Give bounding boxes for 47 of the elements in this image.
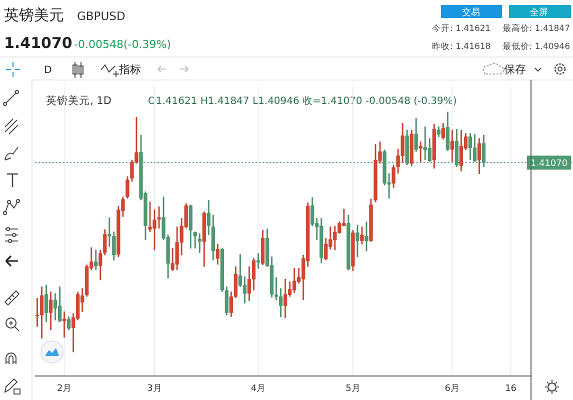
candlestick [410, 130, 414, 166]
text: 今开: 1.41621 [432, 23, 491, 34]
candlestick [284, 278, 288, 318]
candlestick [364, 221, 368, 252]
candlestick [256, 253, 260, 268]
candlestick [360, 226, 364, 244]
x-tick-label: 3月 [147, 384, 162, 394]
text: O1.41621 H1.41847 L1.40946 收=1.41070 -0.00548 (-0.39%) [148, 96, 457, 107]
candlestick [351, 230, 355, 272]
text: 最高价: 1.41847 [502, 23, 570, 34]
candlestick [441, 123, 445, 140]
candlestick [260, 230, 265, 266]
x-tick-label: 16 [505, 384, 517, 394]
text: 交易 [462, 7, 480, 18]
chart-subtitle: GBPUSD [77, 9, 126, 23]
candlestick [49, 292, 53, 330]
x-tick-label: 2月 [56, 384, 72, 394]
text: -0.00548(-0.39%) [74, 38, 171, 51]
text: 指标 [118, 63, 141, 76]
candlestick [202, 211, 206, 267]
candlestick [432, 124, 436, 169]
candlestick [477, 138, 482, 174]
candlestick [356, 224, 360, 257]
text: 昨收: 1.41618 [432, 41, 491, 52]
candlestick [62, 311, 66, 338]
candlestick [44, 284, 48, 322]
text: 英镑美元, 1D [46, 94, 112, 107]
chart-title: 英镑美元 [4, 6, 64, 24]
x-tick-label: 4月 [250, 384, 266, 394]
candlestick [446, 112, 450, 151]
x-tick-label: 6月 [444, 384, 460, 394]
text: D [44, 65, 52, 76]
x-tick-label: 5月 [346, 384, 360, 394]
text: 保存 [504, 63, 526, 76]
text: 最低价: 1.40946 [502, 41, 570, 52]
candlestick [450, 130, 454, 162]
candlestick [216, 244, 220, 265]
candlestick [94, 250, 98, 270]
candlestick [418, 142, 422, 162]
text: 全屏 [530, 7, 548, 18]
candlestick [414, 118, 418, 152]
candlestick [67, 316, 71, 330]
candlestick [40, 286, 44, 339]
candlestick [436, 126, 440, 137]
text: 1.41070 [4, 34, 72, 52]
candlestick [346, 214, 350, 270]
annotation: 1.41070 [530, 159, 568, 170]
